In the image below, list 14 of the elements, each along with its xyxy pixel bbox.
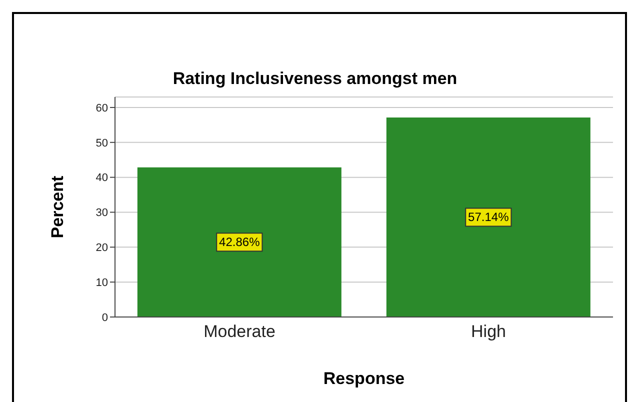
x-tick-label: High: [471, 322, 506, 342]
x-tick-label: Moderate: [204, 322, 276, 342]
y-tick-label: 0: [102, 312, 108, 324]
chart-title: Rating Inclusiveness amongst men: [172, 69, 458, 89]
y-tick-label: 10: [96, 276, 108, 289]
y-axis-title: Percent: [48, 175, 68, 238]
y-tick-label: 20: [96, 242, 108, 254]
y-tick-label: 50: [96, 137, 108, 150]
y-tick-label: 40: [96, 172, 108, 184]
data-label: 42.86%: [219, 235, 260, 250]
x-axis-title: Response: [323, 369, 405, 388]
y-tick-label: 60: [96, 102, 108, 114]
y-tick-label: 30: [96, 207, 108, 220]
data-label: 57.14%: [468, 210, 510, 224]
